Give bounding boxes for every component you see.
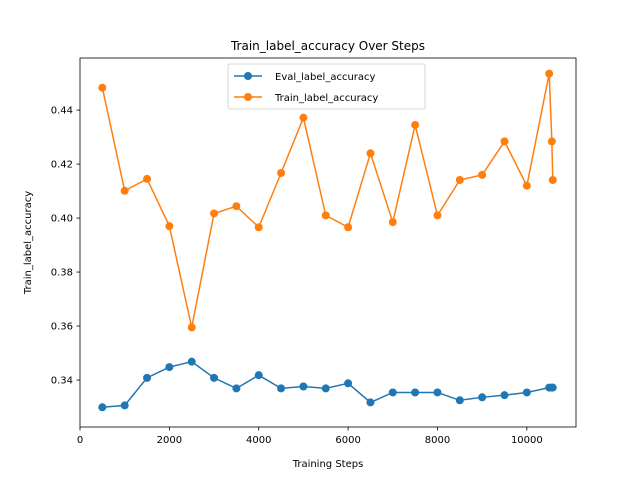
x-tick-label: 8000 <box>425 435 450 446</box>
legend-marker <box>244 93 252 101</box>
legend-entry: Train_label_accuracy <box>234 93 378 104</box>
series-Train_label_accuracy <box>98 69 557 332</box>
y-tick-label: 0.44 <box>51 106 73 117</box>
series-layer <box>98 69 557 412</box>
data-point <box>120 401 129 410</box>
data-point <box>232 202 241 211</box>
data-point <box>366 149 375 158</box>
data-point <box>254 223 263 232</box>
data-point <box>433 211 442 220</box>
data-point <box>210 209 219 218</box>
data-point <box>478 393 487 402</box>
series-Eval_label_accuracy <box>98 357 557 412</box>
data-point <box>500 137 509 146</box>
data-point <box>548 383 557 392</box>
data-point <box>254 371 263 380</box>
data-point <box>411 120 420 129</box>
legend-box <box>227 63 426 110</box>
x-tick-label: 6000 <box>335 435 360 446</box>
x-axis-label: Training Steps <box>292 459 364 470</box>
data-point <box>143 174 152 183</box>
data-point <box>98 83 107 92</box>
data-point <box>165 222 174 231</box>
y-tick-label: 0.38 <box>51 268 73 279</box>
legend-label: Train_label_accuracy <box>274 93 378 104</box>
data-point <box>344 379 353 388</box>
data-point <box>143 373 152 382</box>
data-point <box>455 396 464 405</box>
data-point <box>411 388 420 397</box>
data-point <box>321 211 330 220</box>
data-point <box>500 391 509 400</box>
data-point <box>187 357 196 366</box>
data-point <box>344 223 353 232</box>
data-point <box>210 373 219 382</box>
data-point <box>388 388 397 397</box>
data-point <box>187 323 196 332</box>
data-point <box>299 382 308 391</box>
data-point <box>547 137 556 146</box>
x-tick-label: 0 <box>77 435 83 446</box>
data-point <box>299 113 308 122</box>
plot-frame <box>79 57 577 428</box>
data-point <box>545 69 554 78</box>
legend: Eval_label_accuracy Train_label_accuracy <box>227 63 426 110</box>
data-point <box>388 218 397 227</box>
data-point <box>455 176 464 185</box>
data-point <box>522 388 531 397</box>
data-point <box>321 384 330 393</box>
data-point <box>366 398 375 407</box>
plot-area <box>79 57 577 428</box>
data-point <box>478 170 487 179</box>
y-axis-ticks: 0.34 0.36 0.38 0.40 0.42 0.44 <box>51 106 80 387</box>
y-tick-label: 0.36 <box>51 322 73 333</box>
data-point <box>165 363 174 372</box>
x-tick-label: 4000 <box>246 435 271 446</box>
data-point <box>98 403 107 412</box>
data-point <box>433 388 442 397</box>
data-point <box>277 384 286 393</box>
legend-label: Eval_label_accuracy <box>275 72 376 83</box>
data-point <box>277 168 286 177</box>
chart-title: Train_label_accuracy Over Steps <box>230 39 425 53</box>
data-point <box>548 176 557 185</box>
y-axis-label: Train_label_accuracy <box>23 191 34 295</box>
x-axis-ticks: 0 2000 4000 6000 8000 10000 <box>77 427 543 446</box>
data-point <box>232 384 241 393</box>
legend-entry: Eval_label_accuracy <box>234 72 376 83</box>
data-point <box>120 186 129 195</box>
legend-marker <box>244 72 252 80</box>
y-tick-label: 0.42 <box>51 160 73 171</box>
y-tick-label: 0.40 <box>51 214 73 225</box>
y-tick-label: 0.34 <box>51 376 73 387</box>
x-tick-label: 10000 <box>511 435 543 446</box>
x-tick-label: 2000 <box>157 435 182 446</box>
data-point <box>522 181 531 190</box>
